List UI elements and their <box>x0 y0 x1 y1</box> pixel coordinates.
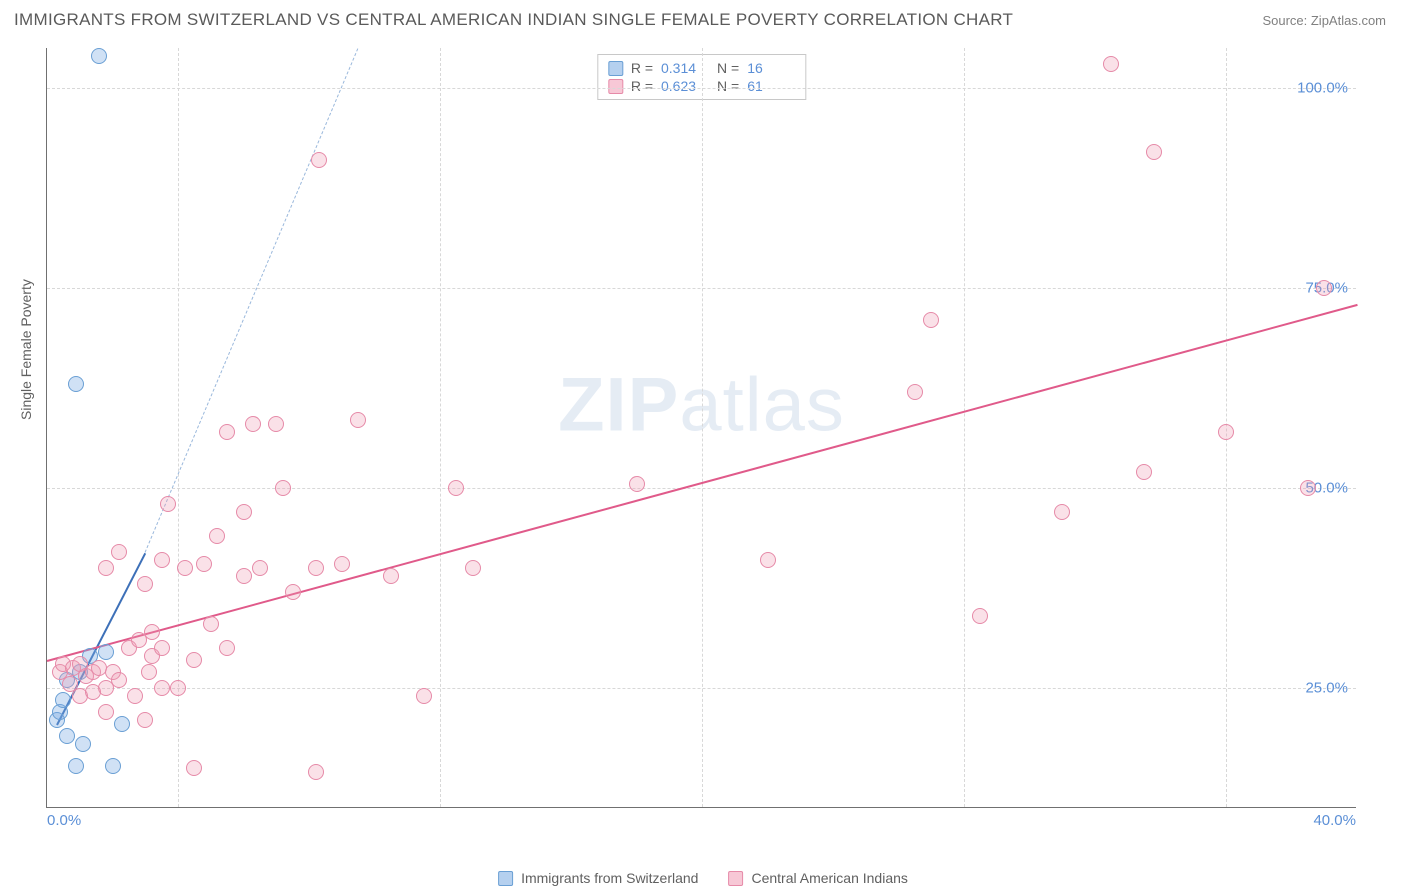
data-point <box>907 384 923 400</box>
data-point <box>154 552 170 568</box>
swatch-pink-icon <box>728 871 743 886</box>
data-point <box>972 608 988 624</box>
data-point <box>308 764 324 780</box>
data-point <box>760 552 776 568</box>
data-point <box>1103 56 1119 72</box>
data-point <box>1136 464 1152 480</box>
data-point <box>1218 424 1234 440</box>
series-legend: Immigrants from Switzerland Central Amer… <box>498 870 908 886</box>
data-point <box>268 416 284 432</box>
data-point <box>111 544 127 560</box>
header: IMMIGRANTS FROM SWITZERLAND VS CENTRAL A… <box>0 0 1406 38</box>
legend-item: Immigrants from Switzerland <box>498 870 698 886</box>
gridline-v <box>440 48 441 807</box>
data-point <box>154 680 170 696</box>
data-point <box>98 644 114 660</box>
data-point <box>236 504 252 520</box>
data-point <box>160 496 176 512</box>
data-point <box>275 480 291 496</box>
y-tick-label: 25.0% <box>1305 680 1348 697</box>
data-point <box>186 652 202 668</box>
data-point <box>1054 504 1070 520</box>
data-point <box>114 716 130 732</box>
data-point <box>85 684 101 700</box>
data-point <box>98 704 114 720</box>
data-point <box>203 616 219 632</box>
data-point <box>111 672 127 688</box>
trendline <box>145 48 359 552</box>
data-point <box>137 576 153 592</box>
data-point <box>105 758 121 774</box>
chart-title: IMMIGRANTS FROM SWITZERLAND VS CENTRAL A… <box>14 10 1013 30</box>
y-tick-label: 100.0% <box>1297 80 1348 97</box>
data-point <box>311 152 327 168</box>
data-point <box>59 728 75 744</box>
swatch-blue-icon <box>498 871 513 886</box>
x-tick-label: 40.0% <box>1313 812 1356 829</box>
data-point <box>170 680 186 696</box>
data-point <box>137 712 153 728</box>
data-point <box>448 480 464 496</box>
data-point <box>629 476 645 492</box>
source-label: Source: ZipAtlas.com <box>1262 13 1386 28</box>
data-point <box>177 560 193 576</box>
data-point <box>1146 144 1162 160</box>
data-point <box>285 584 301 600</box>
swatch-pink-icon <box>608 79 623 94</box>
y-axis-label: Single Female Poverty <box>18 279 34 420</box>
data-point <box>383 568 399 584</box>
data-point <box>209 528 225 544</box>
data-point <box>350 412 366 428</box>
data-point <box>186 760 202 776</box>
data-point <box>465 560 481 576</box>
data-point <box>1300 480 1316 496</box>
data-point <box>127 688 143 704</box>
data-point <box>196 556 212 572</box>
data-point <box>245 416 261 432</box>
scatter-chart: ZIPatlas R = 0.314 N = 16 R = 0.623 N = … <box>46 48 1356 808</box>
data-point <box>154 640 170 656</box>
data-point <box>416 688 432 704</box>
data-point <box>98 560 114 576</box>
data-point <box>55 692 71 708</box>
data-point <box>68 376 84 392</box>
data-point <box>308 560 324 576</box>
x-tick-label: 0.0% <box>47 812 81 829</box>
data-point <box>75 736 91 752</box>
data-point <box>144 624 160 640</box>
data-point <box>236 568 252 584</box>
data-point <box>923 312 939 328</box>
data-point <box>141 664 157 680</box>
gridline-v <box>702 48 703 807</box>
data-point <box>1316 280 1332 296</box>
gridline-v <box>964 48 965 807</box>
legend-item: Central American Indians <box>728 870 907 886</box>
swatch-blue-icon <box>608 61 623 76</box>
data-point <box>68 758 84 774</box>
data-point <box>219 424 235 440</box>
data-point <box>252 560 268 576</box>
data-point <box>219 640 235 656</box>
data-point <box>334 556 350 572</box>
data-point <box>91 48 107 64</box>
